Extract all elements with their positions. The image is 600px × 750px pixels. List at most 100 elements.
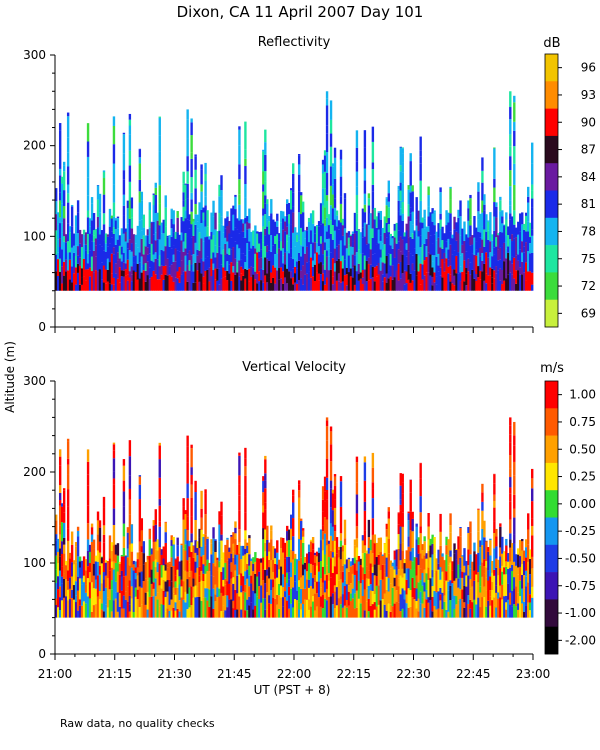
heatmap-cell [507,583,510,600]
heatmap-cell [206,210,209,227]
heatmap-cell [230,262,233,281]
heatmap-cell [341,255,345,269]
heatmap-cell [433,553,436,573]
heatmap-cell [208,562,211,572]
heatmap-cell [485,540,488,542]
heatmap-cell [439,275,442,291]
heatmap-cell [529,243,532,254]
heatmap-cell [461,271,464,291]
heatmap-cell [431,596,434,612]
heatmap-cell [331,489,335,494]
heatmap-cell [397,241,400,250]
heatmap-cell [355,133,359,148]
heatmap-cell [321,608,325,618]
heatmap-cell [204,196,207,206]
heatmap-cell [184,218,187,234]
heatmap-cell [210,258,213,277]
heatmap-cell [256,233,259,253]
heatmap-cell [385,557,389,577]
heatmap-cell [463,240,466,261]
heatmap-cell [431,586,434,597]
heatmap-cell [451,570,454,584]
heatmap-cell [493,254,496,271]
heatmap-cell [325,477,329,490]
heatmap-cell [401,202,404,214]
heatmap-cell [270,603,273,618]
heatmap-cell [399,215,402,237]
heatmap-cell [469,262,472,275]
heatmap-cell [369,539,373,551]
heatmap-cell [497,249,500,261]
heatmap-cell [297,580,301,587]
heatmap-cell [170,599,173,611]
heatmap-cell [190,118,193,123]
heatmap-cell [339,596,343,605]
heatmap-cell [240,266,243,274]
heatmap-cell [158,151,161,166]
heatmap-cell [284,264,287,278]
heatmap-cell [401,526,404,543]
heatmap-cell [160,577,163,589]
heatmap-cell [210,575,213,597]
heatmap-cell [200,508,203,518]
heatmap-cell [224,218,227,229]
heatmap-cell [309,572,313,586]
heatmap-cell [122,270,126,277]
heatmap-cell [236,229,239,245]
heatmap-cell [250,561,253,576]
heatmap-cell [78,257,82,266]
heatmap-cell [92,250,96,273]
heatmap-cell [148,555,151,578]
heatmap-cell [292,489,295,496]
heatmap-cell [106,578,110,598]
heatmap-cell [262,208,265,216]
heatmap-cell [345,607,349,618]
heatmap-cell [331,239,335,259]
heatmap-cell [170,557,173,567]
heatmap-cell [463,281,466,291]
heatmap-cell [68,599,72,618]
heatmap-cell [124,241,128,264]
heatmap-cell [274,235,277,244]
heatmap-cell [307,217,311,222]
heatmap-cell [409,213,412,222]
heatmap-cell [254,561,257,574]
heatmap-cell [164,274,167,291]
heatmap-cell [443,595,446,602]
heatmap-cell [485,590,488,607]
heatmap-cell [102,265,106,283]
heatmap-cell [96,511,100,521]
heatmap-cell [150,548,153,555]
heatmap-cell [495,536,498,547]
heatmap-cell [216,570,219,588]
heatmap-cell [92,272,96,291]
heatmap-cell [387,218,390,225]
heatmap-cell [319,578,323,588]
heatmap-cell [94,245,98,257]
heatmap-cell [242,591,245,600]
heatmap-cell [415,608,418,618]
heatmap-cell [309,539,313,542]
heatmap-cell [198,575,201,583]
heatmap-cell [407,568,410,589]
heatmap-cell [509,91,512,108]
heatmap-cell [254,552,257,562]
heatmap-cell [214,551,217,567]
heatmap-cell [343,245,347,260]
heatmap-cell [439,600,442,618]
heatmap-cell [343,228,347,246]
heatmap-cell [367,537,371,548]
heatmap-cell [449,213,452,232]
heatmap-cell [246,569,249,579]
heatmap-cell [315,606,319,618]
heatmap-cell [331,557,335,573]
heatmap-cell [176,232,179,251]
heatmap-cell [513,445,516,462]
heatmap-cell [353,233,357,256]
heatmap-cell [146,559,150,581]
heatmap-cell [164,532,167,543]
heatmap-cell [517,548,520,555]
heatmap-cell [391,279,394,291]
heatmap-cell [244,512,247,531]
heatmap-cell [457,549,460,565]
